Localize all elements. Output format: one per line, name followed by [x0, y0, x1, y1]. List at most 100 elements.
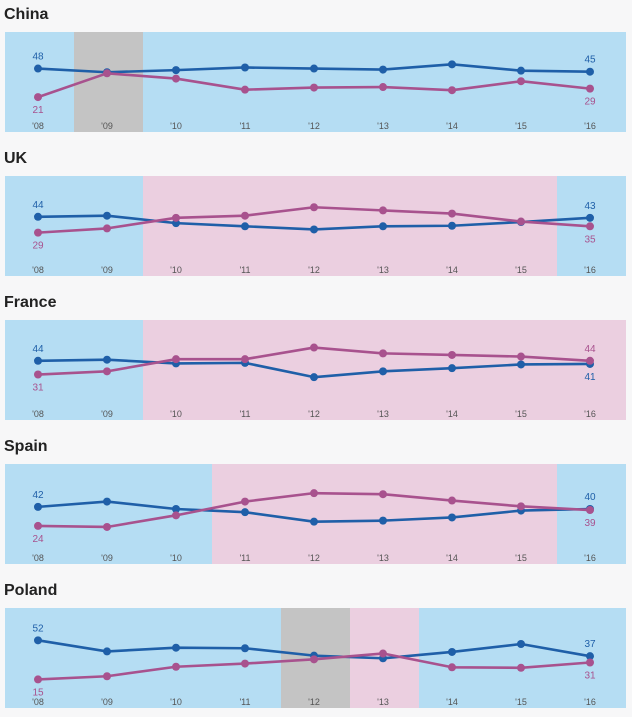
data-point-a [310, 64, 318, 73]
value-label-end: 29 [584, 97, 596, 108]
data-point-a [34, 636, 42, 645]
data-point-b [586, 506, 594, 515]
data-point-a [310, 373, 318, 382]
data-point-b [517, 77, 525, 86]
value-label-start: 42 [32, 490, 44, 501]
x-tick-label: '10 [170, 409, 182, 419]
x-tick-label: '08 [32, 553, 44, 563]
data-point-b [241, 211, 249, 220]
background-band-a [419, 608, 626, 708]
x-tick-label: '14 [446, 697, 458, 707]
x-tick-label: '13 [377, 409, 389, 419]
x-tick-label: '09 [101, 409, 113, 419]
data-point-a [241, 63, 249, 72]
value-label-start: 15 [32, 687, 44, 698]
x-tick-label: '14 [446, 409, 458, 419]
x-tick-label: '09 [101, 121, 113, 131]
x-tick-label: '16 [584, 553, 596, 563]
data-point-b [103, 224, 111, 233]
x-tick-label: '13 [377, 265, 389, 275]
x-tick-label: '09 [101, 265, 113, 275]
background-band-a [143, 32, 626, 132]
panel-title: Spain [4, 438, 48, 455]
data-point-b [34, 521, 42, 530]
data-point-b [448, 86, 456, 95]
value-label-start: 21 [32, 105, 44, 116]
data-point-a [448, 647, 456, 656]
x-tick-label: '16 [584, 265, 596, 275]
x-tick-label: '09 [101, 697, 113, 707]
value-label-end: 35 [584, 234, 596, 245]
x-tick-label: '13 [377, 553, 389, 563]
data-point-b [34, 93, 42, 102]
data-point-a [241, 508, 249, 517]
data-point-a [586, 652, 594, 661]
background-band-a [5, 320, 143, 420]
data-point-b [241, 497, 249, 506]
panel-title: Poland [4, 582, 58, 599]
chart-china: '08 '09 '10 '11 '12 '13 '14 '15 '16 48 21 45 29 [5, 32, 626, 132]
data-point-a [103, 647, 111, 656]
data-point-b [172, 213, 180, 222]
x-tick-label: '11 [239, 265, 250, 275]
data-point-b [310, 655, 318, 664]
chart-poland: '08 '09 '10 '11 '12 '13 '14 '15 '16 52 15 37 31 [5, 608, 626, 708]
value-label-end: 39 [584, 518, 596, 529]
data-point-b [103, 367, 111, 376]
x-tick-label: '08 [32, 121, 44, 131]
data-point-b [517, 217, 525, 226]
data-point-b [586, 356, 594, 365]
data-point-b [586, 658, 594, 667]
data-point-b [517, 663, 525, 672]
data-point-b [34, 370, 42, 379]
value-label-end: 41 [584, 372, 596, 383]
data-point-a [172, 643, 180, 652]
x-tick-label: '10 [170, 265, 182, 275]
x-tick-label: '10 [170, 697, 182, 707]
data-point-a [103, 497, 111, 506]
data-point-a [34, 356, 42, 365]
x-tick-label: '12 [308, 265, 320, 275]
chart-spain: '08 '09 '10 '11 '12 '13 '14 '15 '16 42 24 40 39 [5, 464, 626, 564]
x-tick-label: '12 [308, 553, 320, 563]
data-point-a [379, 222, 387, 231]
panel-title: UK [4, 150, 28, 167]
value-label-start: 44 [32, 200, 44, 211]
x-tick-label: '14 [446, 553, 458, 563]
data-point-a [34, 502, 42, 511]
data-point-b [310, 83, 318, 92]
value-label-start: 31 [32, 383, 44, 394]
data-point-b [241, 85, 249, 94]
data-point-b [379, 649, 387, 658]
data-point-a [379, 65, 387, 74]
data-point-b [34, 675, 42, 684]
data-point-a [586, 67, 594, 76]
x-tick-label: '14 [446, 265, 458, 275]
background-band-b [143, 176, 557, 276]
data-point-b [310, 489, 318, 498]
data-point-b [172, 355, 180, 364]
panel-title: France [4, 294, 57, 311]
chart-france: '08 '09 '10 '11 '12 '13 '14 '15 '16 44 31 41 44 [5, 320, 626, 420]
x-tick-label: '11 [239, 121, 250, 131]
value-label-end: 45 [584, 55, 596, 66]
value-label-end: 37 [584, 639, 596, 650]
data-point-b [448, 496, 456, 505]
data-point-b [103, 672, 111, 681]
data-point-b [448, 663, 456, 672]
data-point-b [448, 209, 456, 218]
data-point-a [448, 221, 456, 230]
x-tick-label: '08 [32, 409, 44, 419]
data-point-a [34, 64, 42, 73]
background-band-a [5, 32, 74, 132]
panel-title: China [4, 6, 49, 23]
x-tick-label: '12 [308, 121, 320, 131]
x-tick-label: '14 [446, 121, 458, 131]
data-point-b [172, 511, 180, 520]
data-point-a [172, 66, 180, 75]
value-label-start: 52 [32, 623, 44, 634]
x-tick-label: '15 [515, 409, 527, 419]
value-label-end: 44 [584, 344, 596, 355]
data-point-a [517, 66, 525, 75]
background-band-a [5, 608, 281, 708]
